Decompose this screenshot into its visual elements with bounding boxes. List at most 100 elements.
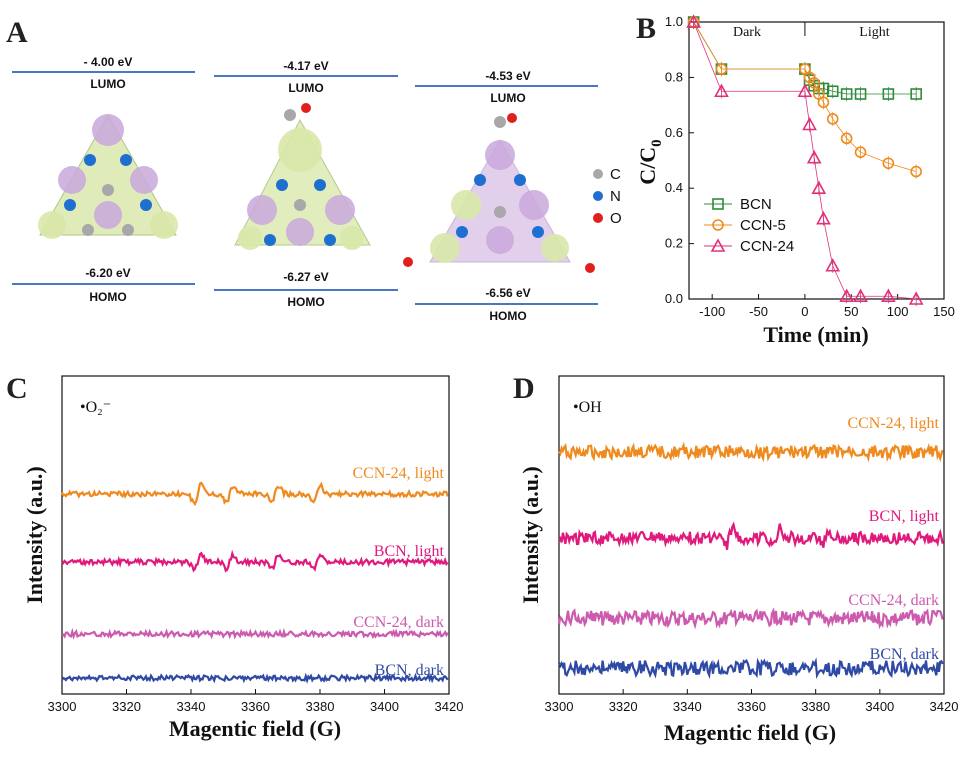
x-tick-label: 3320 <box>609 699 638 714</box>
carbon-label: C <box>610 166 621 183</box>
homo-label: HOMO <box>89 290 126 304</box>
x-axis-label: Magentic field (G) <box>664 720 836 745</box>
data-point <box>840 88 853 100</box>
homo-label: HOMO <box>287 295 324 309</box>
traces-group <box>60 481 449 684</box>
series-ccn-5 <box>687 15 922 179</box>
y-tick-label: 1.0 <box>665 14 683 29</box>
traces-group <box>557 441 944 680</box>
trace-label: CCN-24, light <box>352 465 444 482</box>
data-point <box>881 288 896 303</box>
x-tick-label: 3340 <box>673 699 702 714</box>
plot-frame <box>688 21 945 300</box>
x-tick-label: 3400 <box>865 699 894 714</box>
data-point <box>714 83 729 98</box>
legend-label: CCN-24 <box>740 238 794 255</box>
nitrogen-label: N <box>610 188 621 205</box>
x-axis-label: Magentic field (G) <box>169 716 341 741</box>
data-point <box>817 96 830 109</box>
plot-frame <box>61 375 450 695</box>
data-point <box>806 150 822 164</box>
data-point <box>908 291 924 305</box>
molecule-orbital-bcn <box>38 113 178 239</box>
panel-d-chart: 3300 3320 3340 3360 3380 3400 3420 CCN-24, lig… <box>518 375 958 745</box>
element-legend: C N O <box>593 166 622 227</box>
data-point <box>853 288 868 303</box>
lumo-energy: - 4.00 eV <box>84 55 133 69</box>
trace-label: BCN, light <box>869 508 940 525</box>
x-tick-label: -50 <box>749 304 768 319</box>
data-point <box>910 88 922 100</box>
data-point <box>715 63 728 75</box>
x-axis-ticks: 3300 3320 3340 3360 3380 3400 3420 <box>48 689 463 714</box>
x-tick-label: 3360 <box>241 699 270 714</box>
x-tick-label: 0 <box>801 304 808 319</box>
panel-c-chart: 3300 3320 3340 3360 3380 3400 3420 CCN-24, lig… <box>22 375 463 741</box>
homo-energy: -6.20 eV <box>85 266 130 280</box>
x-tick-label: 50 <box>844 304 858 319</box>
data-point <box>882 88 895 100</box>
legend-marker <box>712 219 724 231</box>
data-point <box>825 258 841 272</box>
radical-annotation: •OH <box>573 399 602 416</box>
svg-text:C/C0: C/C0 <box>635 139 665 184</box>
oxygen-marker <box>593 213 603 223</box>
y-tick-label: 0.8 <box>665 69 683 84</box>
x-axis-ticks: -100 -50 0 50 100 150 <box>699 294 955 319</box>
trace-ccn-24-dark <box>557 607 944 630</box>
data-point <box>839 288 854 303</box>
data-point <box>811 180 827 194</box>
data-point <box>686 14 701 28</box>
x-tick-label: 3300 <box>545 699 574 714</box>
x-tick-label: 3400 <box>370 699 399 714</box>
data-point <box>854 146 867 158</box>
legend-marker <box>712 198 724 210</box>
trace-labels: CCN-24, light BCN, light CCN-24, dark BCN, … <box>352 465 444 679</box>
data-point <box>826 85 839 98</box>
legend-label: BCN <box>740 196 772 213</box>
orbital-diagram-ccn5: -4.17 eV LUMO -6.27 eV HOMO <box>214 59 398 309</box>
x-tick-label: 3320 <box>112 699 141 714</box>
orbital-diagram-bcn: - 4.00 eV LUMO -6.20 eV HOMO <box>12 55 195 304</box>
orbital-diagram-ccn24: -4.53 eV LUMO -6.56 eV <box>403 69 598 323</box>
homo-energy: -6.27 eV <box>283 270 328 284</box>
y-axis-label: C/C <box>635 147 660 185</box>
y-axis-label: Intensity (a.u.) <box>518 466 543 604</box>
x-tick-label: 3340 <box>177 699 206 714</box>
data-point <box>816 210 831 225</box>
y-tick-label: 0.4 <box>665 180 683 195</box>
trace-label: CCN-24, dark <box>353 614 444 631</box>
lumo-label: LUMO <box>288 81 323 95</box>
trace-bcn-light <box>61 549 449 573</box>
x-tick-label: 3380 <box>801 699 830 714</box>
panel-b-chart: 0.0 0.2 0.4 0.6 0.8 1.0 -100 -50 0 50 100 150 Dark… <box>635 14 955 347</box>
x-axis-label: Time (min) <box>763 322 868 347</box>
trace-label: BCN, dark <box>375 662 444 679</box>
region-label-dark: Dark <box>733 25 761 40</box>
homo-label: HOMO <box>489 309 526 323</box>
trace-bcn-light <box>558 521 944 550</box>
y-tick-label: 0.0 <box>665 291 683 306</box>
data-point <box>802 116 817 131</box>
series-group <box>686 14 924 306</box>
data-point <box>854 88 867 100</box>
y-axis-ticks: 0.0 0.2 0.4 0.6 0.8 1.0 <box>665 14 694 306</box>
homo-energy: -6.56 eV <box>485 286 530 300</box>
lumo-label: LUMO <box>90 77 125 91</box>
panel-letter-b: B <box>636 12 656 45</box>
trace-label: BCN, light <box>374 543 445 560</box>
data-point <box>826 113 839 125</box>
trace-labels: CCN-24, light BCN, light CCN-24, dark BCN, … <box>847 415 939 663</box>
trace-ccn-24-dark <box>61 627 449 640</box>
panel-letter-c: C <box>6 372 28 405</box>
molecule-orbital-ccn5 <box>234 103 371 250</box>
lumo-energy: -4.53 eV <box>485 69 530 83</box>
trace-bcn-dark <box>61 672 449 684</box>
series-line <box>693 21 917 300</box>
x-tick-label: -100 <box>699 304 725 319</box>
y-tick-label: 0.2 <box>665 236 683 251</box>
data-point <box>910 165 922 178</box>
lumo-label: LUMO <box>490 91 525 105</box>
region-label-light: Light <box>859 25 889 40</box>
